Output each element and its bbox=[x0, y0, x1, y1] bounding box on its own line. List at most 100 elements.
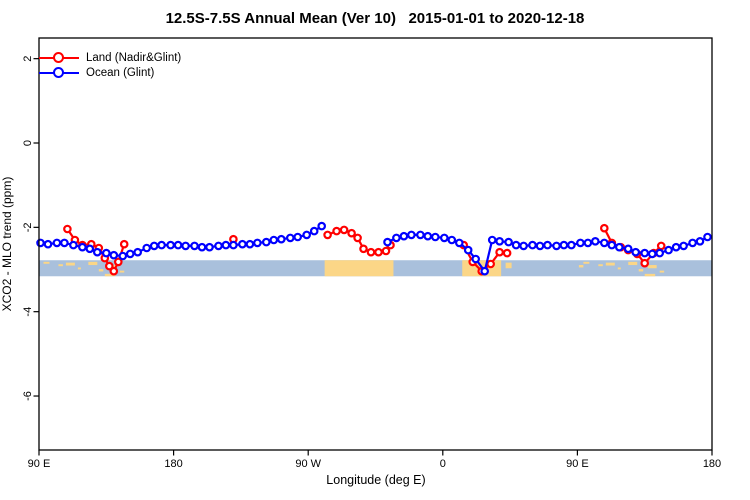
map-island-dash bbox=[58, 264, 63, 267]
ocean-marker-icon bbox=[53, 67, 64, 78]
legend-item-land: Land (Nadir&Glint) bbox=[39, 50, 181, 65]
data-point bbox=[125, 249, 135, 259]
data-point bbox=[221, 240, 231, 250]
map-strip bbox=[39, 260, 712, 277]
data-point bbox=[535, 241, 545, 251]
data-point bbox=[599, 238, 609, 248]
map-island-dash bbox=[598, 264, 603, 267]
data-point bbox=[78, 242, 87, 252]
data-point bbox=[486, 259, 496, 269]
data-point bbox=[567, 240, 576, 250]
data-point bbox=[495, 237, 504, 246]
plot-frame bbox=[38, 37, 713, 451]
data-point bbox=[293, 232, 303, 242]
y-tick-label: -6 bbox=[22, 391, 34, 401]
legend-label-ocean: Ocean (Glint) bbox=[86, 66, 155, 79]
map-island-dash bbox=[65, 262, 75, 266]
map-island-dash bbox=[505, 262, 512, 269]
data-point bbox=[245, 239, 255, 249]
data-point bbox=[671, 242, 681, 252]
data-point bbox=[423, 231, 433, 241]
data-point bbox=[552, 241, 561, 251]
data-point bbox=[166, 240, 175, 250]
data-point bbox=[607, 240, 617, 250]
data-point bbox=[317, 221, 327, 231]
data-point bbox=[511, 240, 521, 250]
data-point bbox=[502, 248, 512, 258]
y-axis: 2 0 -2 -4 -6 bbox=[22, 56, 39, 401]
map-island-dash bbox=[605, 262, 615, 266]
data-point bbox=[640, 258, 650, 268]
data-point bbox=[36, 238, 45, 248]
x-tick-label: 90 W bbox=[295, 458, 321, 470]
map-island-dash bbox=[119, 270, 125, 273]
data-point bbox=[102, 248, 111, 258]
data-point bbox=[381, 246, 391, 256]
data-point bbox=[109, 250, 119, 260]
data-point bbox=[703, 232, 712, 242]
map-island-dash bbox=[578, 265, 584, 268]
data-point bbox=[114, 257, 123, 267]
x-tick-label: 180 bbox=[164, 458, 182, 470]
data-point bbox=[109, 266, 119, 276]
data-point bbox=[157, 240, 166, 250]
x-axis: 90 E 180 90 W 0 90 E 180 bbox=[28, 450, 721, 470]
data-point bbox=[173, 240, 183, 250]
data-point bbox=[366, 247, 376, 257]
data-point bbox=[63, 224, 72, 234]
data-point bbox=[471, 254, 481, 264]
data-point bbox=[214, 241, 223, 251]
data-point bbox=[347, 228, 356, 238]
data-point bbox=[43, 239, 53, 249]
y-axis-label: XCO2 - MLO trend (ppm) bbox=[0, 176, 14, 312]
data-point bbox=[238, 239, 247, 249]
data-point bbox=[229, 240, 238, 250]
map-land-block bbox=[324, 260, 394, 277]
map-island-dash bbox=[583, 261, 590, 264]
data-point bbox=[640, 248, 650, 258]
data-point bbox=[614, 242, 624, 252]
data-point bbox=[599, 223, 609, 233]
x-tick-label: 90 E bbox=[566, 458, 589, 470]
map-island-dash bbox=[644, 273, 656, 277]
data-point bbox=[664, 245, 673, 255]
data-point bbox=[454, 238, 464, 248]
data-point bbox=[631, 247, 641, 257]
data-point bbox=[261, 237, 271, 247]
legend-swatch-land bbox=[39, 50, 79, 65]
data-point bbox=[399, 231, 409, 241]
land-marker-icon bbox=[53, 52, 64, 63]
data-point bbox=[487, 235, 497, 245]
map-island-dash bbox=[88, 261, 98, 266]
data-point bbox=[309, 226, 319, 236]
data-point bbox=[149, 241, 159, 251]
data-point bbox=[480, 266, 490, 276]
data-point bbox=[590, 237, 600, 246]
data-point bbox=[118, 251, 128, 261]
data-point bbox=[679, 241, 688, 251]
data-point bbox=[430, 232, 440, 242]
data-point bbox=[285, 233, 295, 243]
data-point bbox=[190, 241, 199, 251]
y-tick-label: 2 bbox=[22, 56, 34, 62]
data-point bbox=[374, 247, 383, 257]
data-point bbox=[276, 234, 286, 244]
x-tick-label: 0 bbox=[440, 458, 446, 470]
data-point bbox=[269, 235, 279, 245]
data-point bbox=[253, 238, 262, 248]
map-island-dash bbox=[77, 267, 81, 270]
data-point bbox=[519, 241, 528, 251]
data-point bbox=[559, 240, 569, 250]
data-point bbox=[647, 249, 657, 259]
data-point bbox=[332, 226, 341, 236]
map-island-dash bbox=[659, 270, 665, 273]
data-point bbox=[205, 242, 214, 252]
data-point bbox=[463, 245, 473, 255]
data-point bbox=[383, 237, 392, 247]
legend-item-ocean: Ocean (Glint) bbox=[39, 65, 154, 80]
y-tick-label: -2 bbox=[22, 222, 34, 232]
data-point bbox=[359, 244, 368, 254]
data-point bbox=[495, 247, 504, 257]
data-point bbox=[528, 240, 537, 250]
map-island-dash bbox=[43, 261, 50, 264]
